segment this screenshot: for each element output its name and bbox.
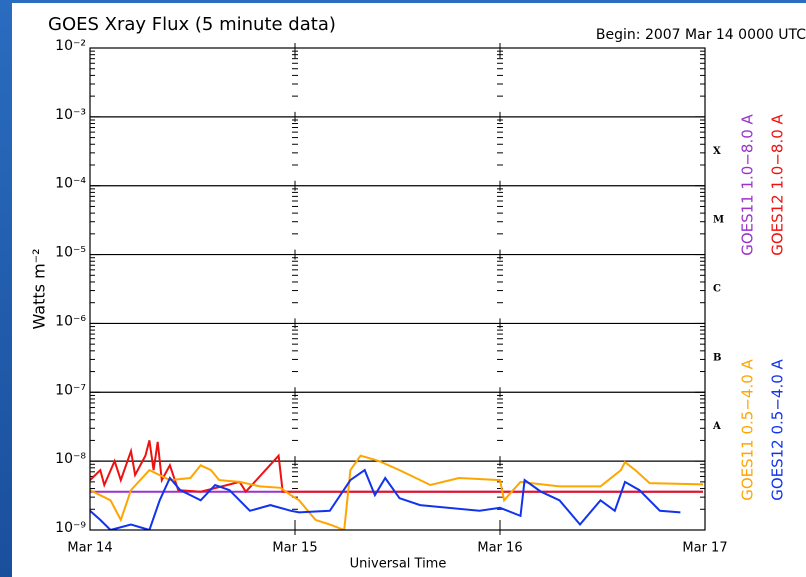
- y-tick-label: 10⁻⁸: [55, 451, 86, 467]
- chart-subtitle: Begin: 2007 Mar 14 0000 UTC: [596, 27, 806, 43]
- y-tick-label: 10⁻⁴: [55, 176, 86, 192]
- chart-title: GOES Xray Flux (5 minute data): [48, 14, 336, 35]
- y-tick-label: 10⁻⁷: [55, 382, 86, 398]
- x-tick-label: Mar 14: [67, 541, 112, 556]
- legend-entry: GOES11 0.5−4.0 A: [739, 358, 757, 500]
- series-line: [90, 468, 681, 530]
- panel: [12, 3, 806, 577]
- x-tick-label: Mar 15: [272, 541, 317, 556]
- y-tick-label: 10⁻⁹: [55, 520, 86, 536]
- series-line: [90, 440, 703, 494]
- y-tick-label: 10⁻⁶: [55, 313, 86, 329]
- class-label: M: [713, 215, 724, 226]
- y-tick-label: 10⁻⁵: [55, 245, 86, 261]
- legend-entry: GOES11 1.0−8.0 A: [739, 113, 757, 255]
- y-axis-label: Watts m⁻²: [30, 248, 49, 329]
- plot-frame: [89, 47, 706, 531]
- y-tick-label: 10⁻³: [55, 107, 86, 123]
- x-tick-label: Mar 17: [682, 541, 727, 556]
- legend-entry: GOES12 0.5−4.0 A: [769, 358, 787, 500]
- x-tick-label: Mar 16: [477, 541, 522, 556]
- class-label: C: [713, 284, 721, 295]
- class-label: A: [712, 421, 721, 432]
- x-axis-label: Universal Time: [350, 557, 447, 572]
- class-label: B: [713, 352, 721, 363]
- class-label: X: [713, 146, 721, 157]
- series-line: [90, 454, 704, 530]
- legend-entry: GOES12 1.0−8.0 A: [769, 113, 787, 255]
- y-tick-label: 10⁻²: [55, 38, 86, 54]
